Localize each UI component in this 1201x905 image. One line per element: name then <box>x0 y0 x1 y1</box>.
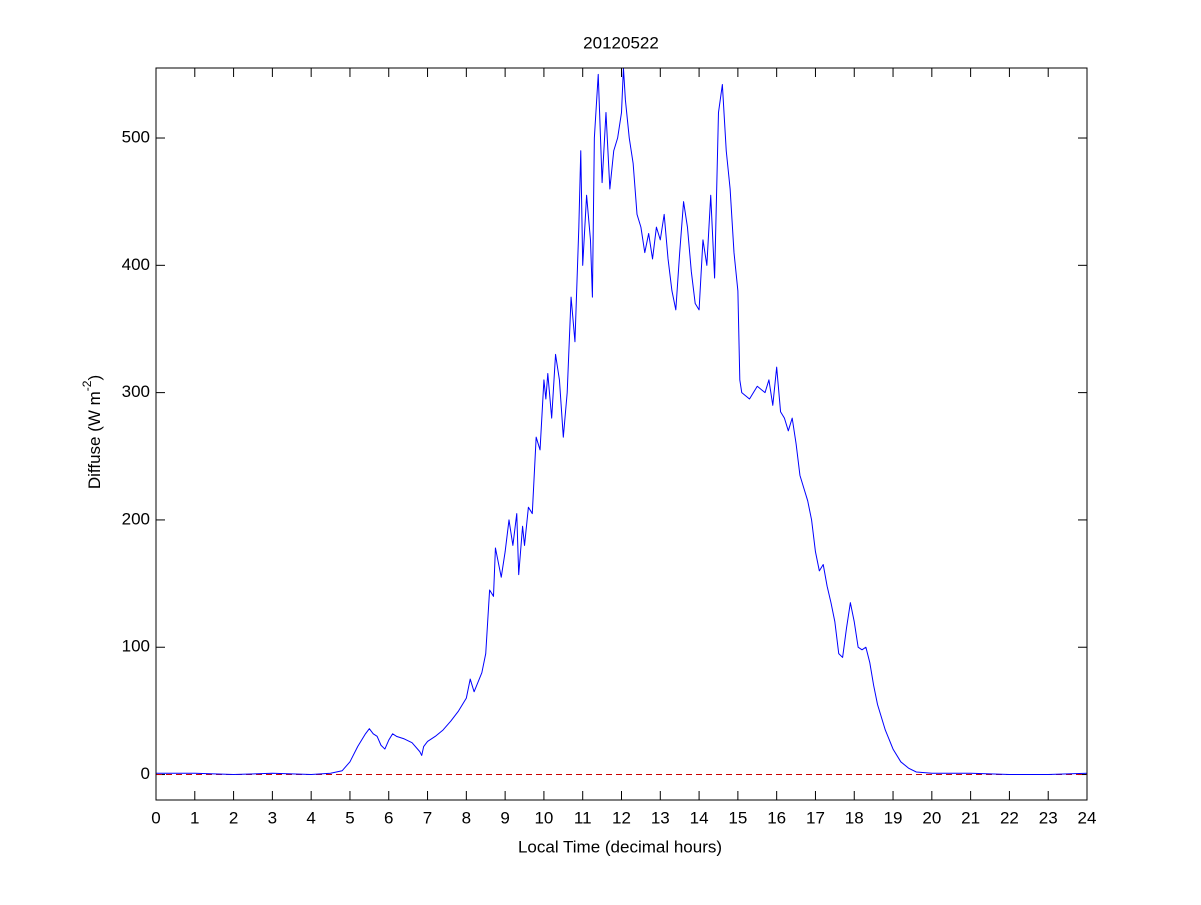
x-tick-label: 6 <box>384 808 393 827</box>
x-tick-label: 2 <box>229 808 238 827</box>
x-tick-label: 7 <box>423 808 432 827</box>
y-label-text: Diffuse (W m <box>85 391 104 489</box>
y-label-sup: -2 <box>80 380 94 391</box>
x-tick-label: 3 <box>268 808 277 827</box>
y-tick-label: 200 <box>122 509 150 528</box>
x-tick-label: 23 <box>1039 808 1058 827</box>
x-tick-label: 18 <box>845 808 864 827</box>
y-axis-label: Diffuse (W m-2) <box>80 375 104 489</box>
x-tick-label: 5 <box>345 808 354 827</box>
x-tick-label: 8 <box>462 808 471 827</box>
x-tick-label: 20 <box>922 808 941 827</box>
x-tick-label: 10 <box>534 808 553 827</box>
y-tick-label: 500 <box>122 128 150 147</box>
x-tick-label: 19 <box>884 808 903 827</box>
x-tick-label: 14 <box>690 808 709 827</box>
x-tick-label: 16 <box>767 808 786 827</box>
x-tick-label: 11 <box>574 808 592 827</box>
x-tick-label: 22 <box>1000 808 1019 827</box>
chart-title: 20120522 <box>583 33 659 52</box>
x-tick-label: 4 <box>306 808 315 827</box>
x-tick-label: 15 <box>728 808 747 827</box>
y-tick-label: 400 <box>122 255 150 274</box>
y-label-end: ) <box>85 375 104 381</box>
x-tick-label: 13 <box>651 808 670 827</box>
y-tick-label: 0 <box>141 764 150 783</box>
plot-area <box>156 68 1087 800</box>
x-tick-label: 24 <box>1078 808 1097 827</box>
x-tick-label: 1 <box>190 808 199 827</box>
x-tick-label: 17 <box>806 808 825 827</box>
data-line <box>156 67 1088 776</box>
x-tick-label: 0 <box>151 808 160 827</box>
x-tick-label: 9 <box>500 808 509 827</box>
x-tick-label: 21 <box>961 808 980 827</box>
y-tick-label: 300 <box>122 382 150 401</box>
x-axis-label: Local Time (decimal hours) <box>518 837 722 856</box>
x-tick-label: 12 <box>612 808 631 827</box>
plot-frame <box>155 67 1088 801</box>
y-tick-label: 100 <box>122 637 150 656</box>
